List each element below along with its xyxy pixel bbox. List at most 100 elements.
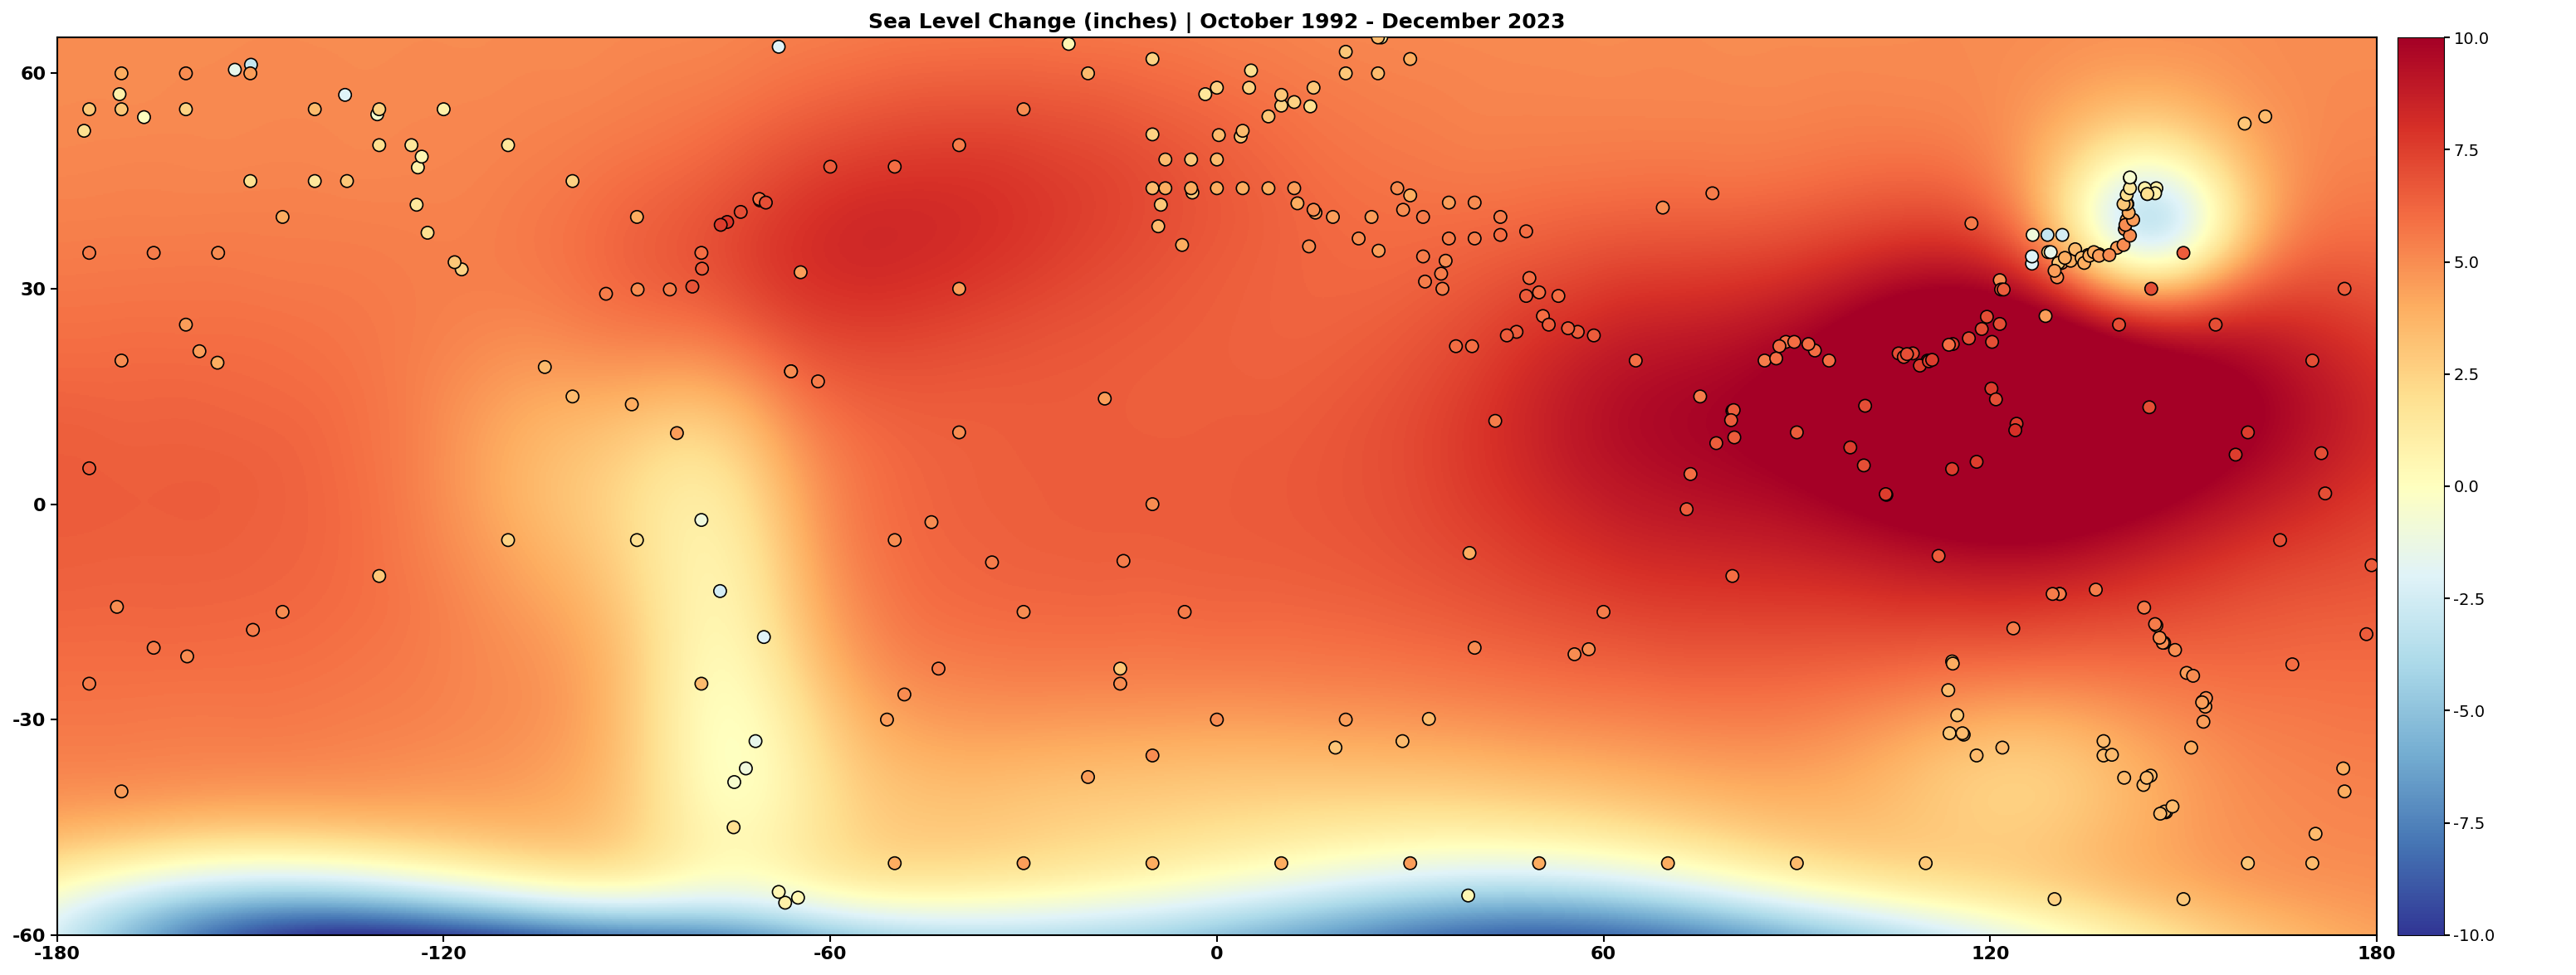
Point xyxy=(714,820,755,836)
Point xyxy=(294,101,335,117)
Point xyxy=(397,197,438,213)
Point xyxy=(2107,187,2148,203)
Point xyxy=(1829,440,1870,455)
Point xyxy=(70,460,111,476)
Point xyxy=(2110,180,2151,196)
Point xyxy=(2027,227,2069,243)
Point xyxy=(2027,245,2069,260)
Point xyxy=(2136,618,2177,634)
Point xyxy=(1950,215,1991,231)
Point xyxy=(1229,80,1270,96)
Point xyxy=(2223,116,2264,132)
Point xyxy=(2164,245,2205,260)
Point xyxy=(124,109,165,125)
Point xyxy=(1984,282,2025,297)
Point xyxy=(1932,461,1973,477)
Point xyxy=(1221,123,1262,138)
Point xyxy=(2136,180,2177,196)
Point xyxy=(1260,87,1301,102)
Point xyxy=(2146,804,2187,820)
Point xyxy=(2030,245,2071,260)
Point xyxy=(1401,249,1443,264)
Point xyxy=(917,661,958,677)
Point xyxy=(1002,101,1043,117)
Point xyxy=(134,245,175,260)
Point xyxy=(701,583,742,599)
Point xyxy=(1427,231,1468,247)
Point xyxy=(1314,740,1355,756)
Point xyxy=(616,532,657,548)
Point xyxy=(1765,334,1806,350)
Point xyxy=(938,424,979,440)
Point xyxy=(2272,656,2313,672)
Point xyxy=(1162,237,1203,253)
Point xyxy=(2324,760,2365,776)
Point xyxy=(1759,338,1801,354)
Point xyxy=(1615,353,1656,369)
Point xyxy=(397,160,438,176)
Point xyxy=(263,210,304,225)
Point xyxy=(1932,656,1973,672)
Point xyxy=(2182,694,2223,710)
Point xyxy=(1996,416,2038,432)
Point xyxy=(134,640,175,655)
Point xyxy=(1906,353,1947,369)
Point xyxy=(2045,250,2087,265)
Point xyxy=(683,261,724,277)
Point xyxy=(744,195,786,211)
Point xyxy=(1296,205,1337,220)
Point xyxy=(1906,855,1947,871)
Point xyxy=(1569,642,1610,657)
Point xyxy=(2105,221,2146,237)
Point xyxy=(2076,582,2117,598)
Point xyxy=(1131,855,1172,871)
Point xyxy=(2105,217,2146,233)
Point xyxy=(1883,349,1924,365)
Point xyxy=(2107,196,2148,212)
Point xyxy=(1388,187,1430,203)
Point xyxy=(165,65,206,81)
Point xyxy=(1170,152,1211,168)
Point xyxy=(1479,227,1520,243)
Point xyxy=(1981,282,2022,297)
Point xyxy=(1247,108,1288,124)
Point xyxy=(1528,317,1569,332)
Point xyxy=(2061,250,2102,265)
Point xyxy=(1131,496,1172,512)
Point xyxy=(1713,403,1754,418)
Point xyxy=(1293,202,1334,217)
Point xyxy=(1844,457,1886,473)
Point xyxy=(1103,553,1144,568)
Point xyxy=(912,515,953,530)
Point xyxy=(407,225,448,241)
Point xyxy=(229,57,270,72)
Point xyxy=(2038,269,2079,285)
Point xyxy=(1358,29,1399,45)
Point xyxy=(1479,210,1520,225)
Point xyxy=(2182,694,2223,710)
Point xyxy=(1553,646,1595,662)
Point xyxy=(1002,604,1043,620)
Point xyxy=(2125,180,2166,196)
Point xyxy=(1401,210,1443,225)
Point xyxy=(1932,336,1973,352)
Point xyxy=(2084,733,2125,749)
Point xyxy=(1927,682,1968,698)
Point xyxy=(757,39,799,55)
Point xyxy=(757,884,799,900)
Point xyxy=(229,65,270,81)
Point xyxy=(2138,630,2179,645)
Point xyxy=(2105,770,2146,786)
Point xyxy=(2182,694,2223,710)
Point xyxy=(1448,887,1489,903)
Point xyxy=(2164,891,2205,907)
Point xyxy=(1517,285,1558,300)
Point xyxy=(1808,353,1850,369)
Point xyxy=(1548,321,1589,336)
Point xyxy=(2172,668,2213,683)
Point xyxy=(551,174,592,189)
Point xyxy=(95,599,137,614)
Point xyxy=(2107,205,2148,220)
Point xyxy=(1777,424,1819,440)
Point xyxy=(1878,345,1919,361)
